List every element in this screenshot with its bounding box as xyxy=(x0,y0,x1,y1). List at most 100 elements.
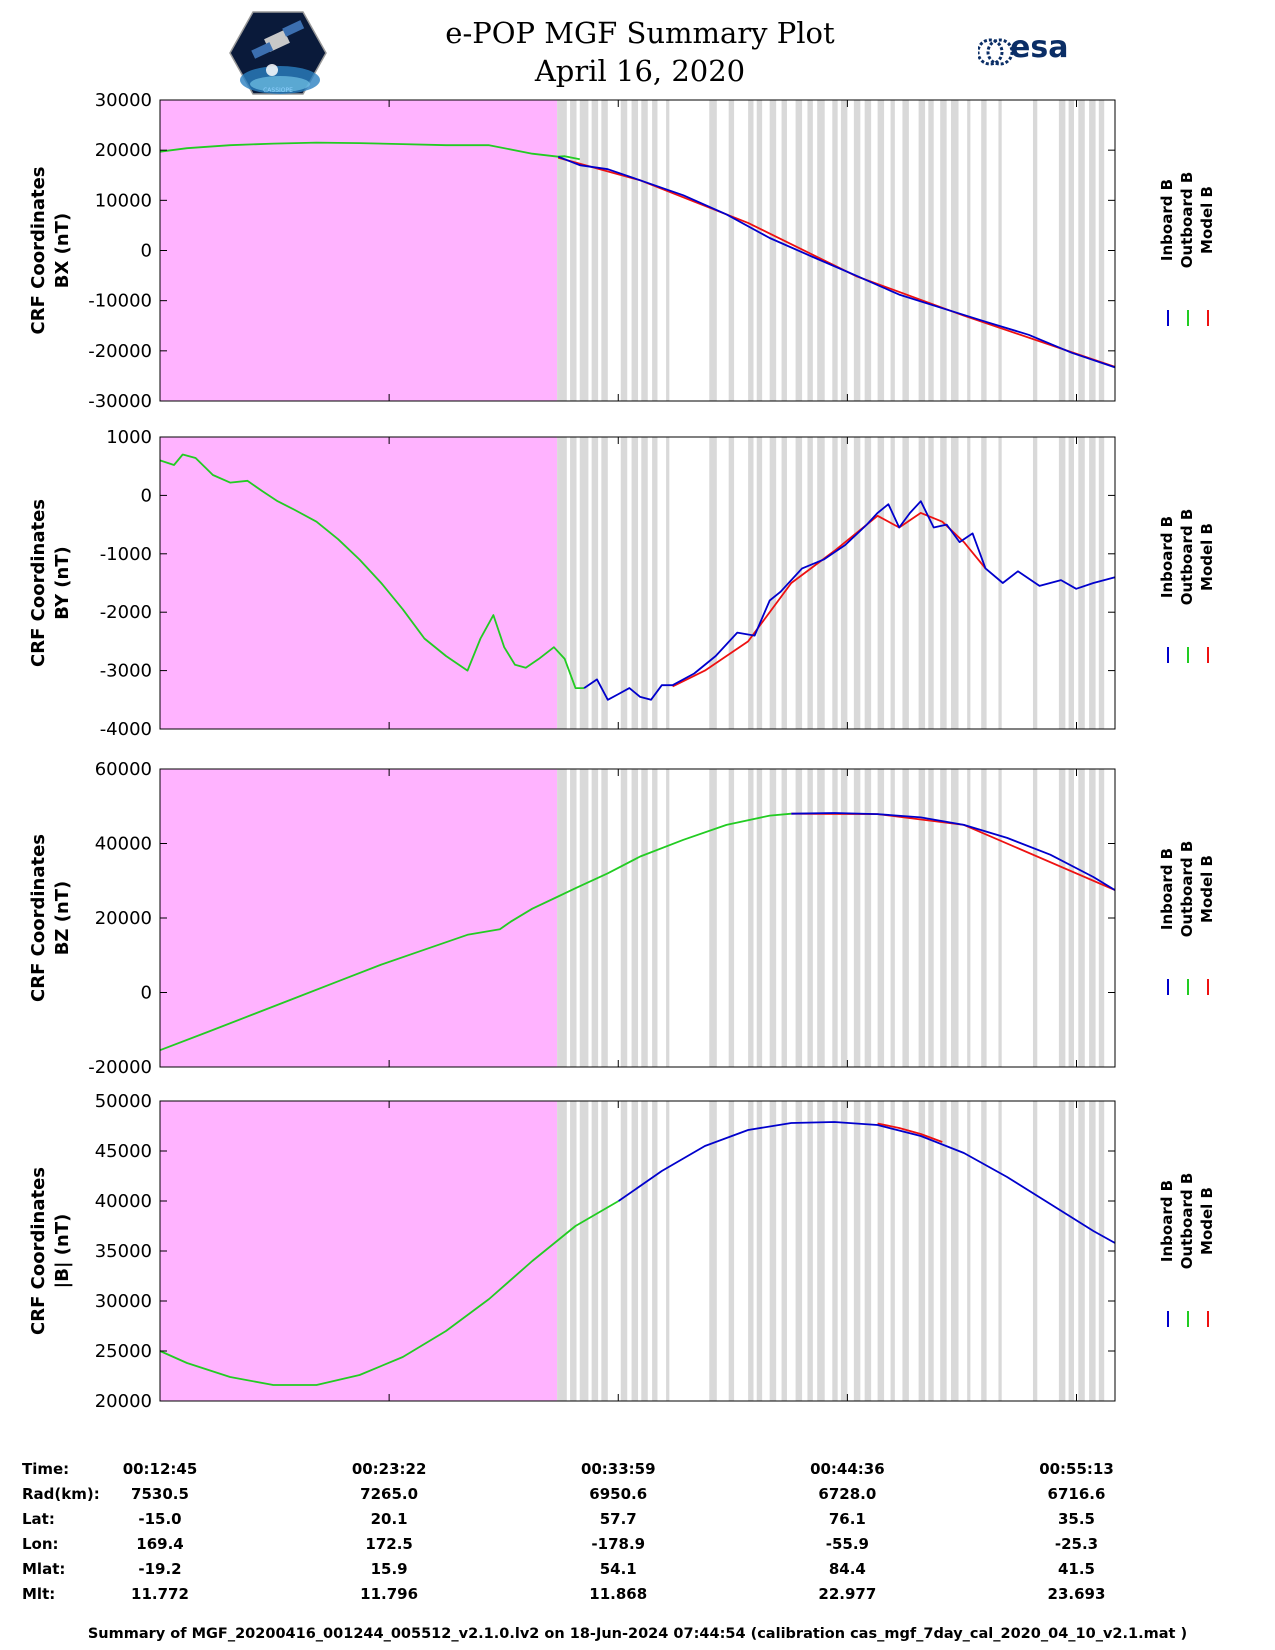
ephemeris-cell: 00:23:22 xyxy=(351,1460,427,1478)
ephemeris-cell: -178.9 xyxy=(591,1535,646,1553)
header: CASSIOPE e-POP MGF Summary Plot April 16… xyxy=(0,0,1275,100)
legend-label: Inboard B xyxy=(1158,516,1176,598)
ephemeris-row-label: Lon: xyxy=(22,1535,59,1553)
gray-gap-bar xyxy=(950,769,959,1067)
gray-gap-bar xyxy=(728,1101,735,1401)
gray-gap-bar xyxy=(864,100,872,401)
gray-gap-bar xyxy=(840,437,848,729)
ephemeris-cell: 6728.0 xyxy=(818,1485,877,1503)
ephemeris-cell: 6950.6 xyxy=(589,1485,648,1503)
legend-label: Inboard B xyxy=(1158,1180,1176,1262)
gray-gap-bar xyxy=(557,769,567,1067)
y-tick-label: -20000 xyxy=(88,341,152,362)
gray-gap-bar xyxy=(1098,1101,1105,1401)
gray-gap-bar xyxy=(817,769,825,1067)
gray-gap-bar xyxy=(807,1101,813,1401)
gray-gap-bar xyxy=(728,437,735,729)
gray-gap-bar xyxy=(877,769,885,1067)
gray-gap-bar xyxy=(795,1101,803,1401)
ephemeris-cell: 169.4 xyxy=(136,1535,184,1553)
ephemeris-cell: -25.3 xyxy=(1054,1535,1099,1553)
gray-gap-bar xyxy=(877,100,885,401)
gray-gap-bar xyxy=(840,769,848,1067)
gray-gap-bar xyxy=(795,769,803,1067)
gray-gap-bar xyxy=(781,100,787,401)
gray-gap-bar xyxy=(853,100,861,401)
gray-gap-bar xyxy=(918,1101,926,1401)
ephemeris-cell: 84.4 xyxy=(828,1560,866,1578)
y-tick-label: 35000 xyxy=(95,1241,152,1262)
y-tick-label: 20000 xyxy=(95,140,152,161)
gray-gap-bar xyxy=(709,100,717,401)
gray-gap-bar xyxy=(652,437,658,729)
gray-gap-bar xyxy=(601,769,608,1067)
ephemeris-cell: 00:12:45 xyxy=(122,1460,198,1478)
gray-gap-bar xyxy=(570,769,577,1067)
gray-gap-bar xyxy=(981,1101,987,1401)
gray-gap-bar xyxy=(832,100,838,401)
ephemeris-row-label: Rad(km): xyxy=(22,1485,100,1503)
gray-gap-bar xyxy=(807,437,813,729)
ephemeris-cell: 15.9 xyxy=(370,1560,408,1578)
gray-gap-bar xyxy=(890,1101,895,1401)
gray-gap-bar xyxy=(620,437,628,729)
y-axis-label: BZ (nT) xyxy=(52,881,73,956)
gray-gap-bar xyxy=(928,1101,934,1401)
gray-gap-bar xyxy=(601,1101,608,1401)
gray-gap-bar xyxy=(840,1101,848,1401)
gray-gap-bar xyxy=(918,769,926,1067)
gray-gap-bar xyxy=(950,437,959,729)
ephemeris-cell: 11.868 xyxy=(589,1585,648,1603)
ephemeris-cell: 11.796 xyxy=(360,1585,419,1603)
series-line-inboard-b xyxy=(557,155,1116,369)
gray-gap-bar xyxy=(591,1101,599,1401)
y-tick-label: -2000 xyxy=(100,602,152,623)
gray-gap-bar xyxy=(557,100,567,401)
gray-gap-bar xyxy=(902,769,909,1067)
y-axis-label: CRF Coordinates xyxy=(28,167,49,335)
y-tick-label: 30000 xyxy=(95,1291,152,1312)
gray-gap-bar xyxy=(918,437,926,729)
gray-gap-bar xyxy=(890,100,895,401)
y-axis-label: |B| (nT) xyxy=(52,1214,73,1289)
pink-data-region xyxy=(160,100,558,401)
y-axis-label: CRF Coordinates xyxy=(28,499,49,667)
cassiope-logo-text: CASSIOPE xyxy=(263,87,293,94)
gray-gap-bar xyxy=(1098,769,1105,1067)
gray-gap-bar xyxy=(570,437,577,729)
y-tick-label: 30000 xyxy=(95,90,152,111)
gray-gap-bar xyxy=(1058,769,1066,1067)
chart-panel-1: 30000 20000 10000 0 -10000 -20000 -30000 CRF Co… xyxy=(28,90,1216,412)
gray-gap-bar xyxy=(579,769,589,1067)
gray-gap-bar xyxy=(756,437,763,729)
chart-panel-3: 60000 40000 20000 0 -20000 CRF Coordinates BZ … xyxy=(28,759,1216,1078)
gray-gap-bar xyxy=(769,437,777,729)
gray-gap-bar xyxy=(579,437,589,729)
legend-label: Model B xyxy=(1198,523,1216,591)
gray-gap-bar xyxy=(709,1101,717,1401)
gray-gap-bar xyxy=(1078,1101,1085,1401)
legend-label: Outboard B xyxy=(1178,841,1196,938)
gray-gap-bar xyxy=(817,100,825,401)
gray-gap-bar xyxy=(832,769,838,1067)
gray-gap-bar xyxy=(877,1101,885,1401)
gray-gap-bar xyxy=(666,100,670,401)
gray-gap-bar xyxy=(864,769,872,1067)
ephemeris-cell: 57.7 xyxy=(599,1510,637,1528)
gray-gap-bar xyxy=(928,769,934,1067)
series-line-outboard-b xyxy=(159,1200,620,1386)
y-axis-label: BX (nT) xyxy=(52,213,73,288)
gray-gap-bar xyxy=(877,437,885,729)
gray-gap-bar xyxy=(967,437,971,729)
gray-gap-bar xyxy=(928,100,934,401)
gray-gap-bar xyxy=(620,1101,628,1401)
chart-panel-2: 1000 0 -1000 -2000 -3000 -4000 CRF Coordinates… xyxy=(28,427,1216,740)
gray-gap-bar xyxy=(641,769,648,1067)
gray-gap-bar xyxy=(557,1101,567,1401)
series-line-outboard-b xyxy=(159,812,792,1052)
y-tick-label: 40000 xyxy=(95,1191,152,1212)
gray-gap-bar xyxy=(1068,100,1074,401)
y-tick-label: 50000 xyxy=(95,1091,152,1112)
gray-gap-bar xyxy=(864,1101,872,1401)
